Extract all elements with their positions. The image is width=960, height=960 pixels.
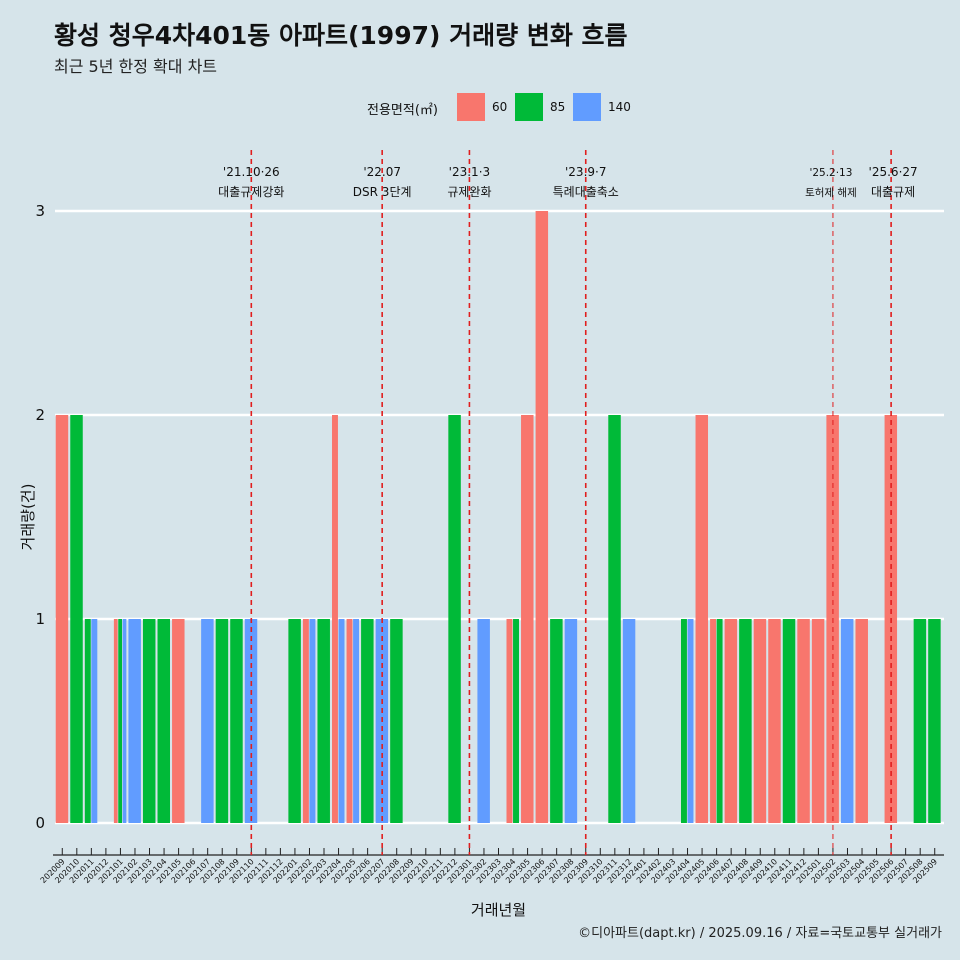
bar-202101-60 xyxy=(113,619,118,823)
bar-202305-60 xyxy=(521,415,534,823)
bar-202010-85 xyxy=(70,415,83,823)
bar-202011-85 xyxy=(84,619,91,823)
bar-202204-60 xyxy=(332,415,338,823)
bar-202501-60 xyxy=(811,619,825,823)
bar-202508-85 xyxy=(913,619,927,823)
annotation-label-5: 대출규제 xyxy=(871,185,915,199)
bar-202109-85 xyxy=(230,619,243,823)
legend-label-60: 60 xyxy=(492,100,508,114)
bar-202011-140 xyxy=(91,619,98,823)
bar-202304-85 xyxy=(513,619,519,823)
annotation-label-2: 규제완화 xyxy=(447,185,491,199)
y-tick-label-2: 2 xyxy=(35,406,45,424)
annotation-date-4: '25.2·13 xyxy=(809,167,852,179)
annotation-date-0: '21.10·26 xyxy=(223,165,280,179)
bar-202203-85 xyxy=(317,619,330,823)
annotation-date-3: '23.9·7 xyxy=(565,165,606,179)
bar-202509-85 xyxy=(928,619,941,823)
bar-202311-85 xyxy=(608,415,621,823)
chart-title: 황성 청우4차401동 아파트(1997) 거래량 변화 흐름 xyxy=(54,21,628,50)
bar-202102-140 xyxy=(128,619,141,823)
annotation-date-5: '25.6·27 xyxy=(869,165,918,179)
chart-subtitle: 최근 5년 한정 확대 차트 xyxy=(54,57,218,76)
bar-202407-60 xyxy=(724,619,738,823)
bar-202406-85 xyxy=(716,619,723,823)
bar-202302-140 xyxy=(477,619,490,823)
y-axis-title: 거래량(건) xyxy=(19,484,37,551)
bar-202206-85 xyxy=(361,619,374,823)
y-tick-label-0: 0 xyxy=(35,814,45,832)
bar-202208-85 xyxy=(390,619,403,823)
bar-202204-140 xyxy=(338,619,345,823)
bar-202104-85 xyxy=(157,619,171,823)
bar-202307-85 xyxy=(550,619,563,823)
legend: 전용면적(㎡) 60 85 140 xyxy=(0,92,960,122)
annotation-label-0: 대출규제강화 xyxy=(218,185,284,199)
bar-202304-60 xyxy=(506,619,513,823)
x-axis-title: 거래년월 xyxy=(471,901,526,919)
legend-key-60 xyxy=(457,93,485,121)
bar-202103-85 xyxy=(142,619,156,823)
bar-202405-60 xyxy=(695,415,709,823)
bar-202503-140 xyxy=(840,619,854,823)
bar-202009-60 xyxy=(55,415,69,823)
bar-202409-60 xyxy=(753,619,767,823)
bar-202306-60 xyxy=(535,211,549,823)
bar-202205-140 xyxy=(353,619,360,823)
bar-202205-60 xyxy=(346,619,353,823)
bar-202408-85 xyxy=(739,619,752,823)
bar-202312-140 xyxy=(622,619,636,823)
legend-key-140 xyxy=(573,93,601,121)
annotation-label-3: 특례대출축소 xyxy=(553,185,619,199)
bar-202201-85 xyxy=(288,619,301,823)
bar-202308-140 xyxy=(564,619,578,823)
bar-202412-60 xyxy=(797,619,810,823)
bar-202202-60 xyxy=(302,619,309,823)
bar-202406-60 xyxy=(710,619,717,823)
y-tick-label-1: 1 xyxy=(35,610,45,628)
bar-202404-140 xyxy=(687,619,694,823)
chart-caption: ©디아파트(dapt.kr) / 2025.09.16 / 자료=국토교통부 실… xyxy=(578,926,942,941)
annotation-date-1: '22.07 xyxy=(363,165,401,179)
legend-title: 전용면적(㎡) xyxy=(367,103,438,118)
bar-202108-85 xyxy=(215,619,229,823)
legend-key-85 xyxy=(515,93,543,121)
legend-label-140: 140 xyxy=(608,100,631,114)
bar-202101-85 xyxy=(118,619,123,823)
annotation-date-2: '23.1·3 xyxy=(449,165,490,179)
annotation-label-1: DSR 3단계 xyxy=(353,185,412,199)
bar-202202-140 xyxy=(309,619,316,823)
bar-202212-85 xyxy=(448,415,461,823)
bar-202504-60 xyxy=(855,619,868,823)
bar-202101-140 xyxy=(122,619,127,823)
bar-202107-140 xyxy=(201,619,214,823)
annotation-label-4: 토허제 해제 xyxy=(805,186,857,199)
legend-label-85: 85 xyxy=(550,100,566,114)
y-tick-label-3: 3 xyxy=(35,202,45,220)
bar-202410-60 xyxy=(768,619,781,823)
bar-202105-60 xyxy=(172,619,185,823)
bar-202404-85 xyxy=(680,619,687,823)
bar-202411-85 xyxy=(782,619,796,823)
